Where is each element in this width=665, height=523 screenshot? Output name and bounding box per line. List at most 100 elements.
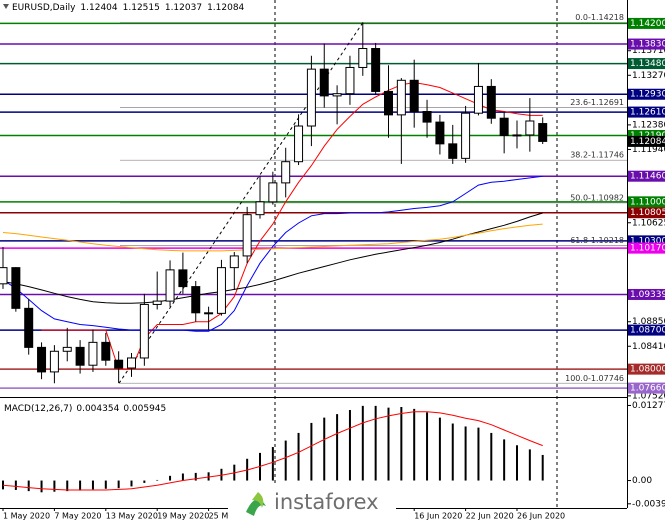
chart-header: EURUSD,Daily 1.12404 1.12515 1.12037 1.12084	[12, 3, 245, 13]
y-tick-label: 1.07520	[632, 391, 665, 401]
level-box	[628, 38, 665, 50]
candle-body	[384, 90, 393, 116]
fib-label: 50.0-1.10982	[570, 193, 624, 202]
fib-label: 23.6-1.12691	[570, 98, 624, 107]
level-label: 1.09339	[630, 290, 665, 300]
signal-line	[2, 411, 543, 491]
level-label: 1.11460	[630, 172, 665, 182]
candle-body	[499, 117, 509, 136]
macd-header: MACD(12,26,7) 0.004354 0.005945	[4, 404, 166, 414]
level-box	[628, 106, 665, 118]
candle-body	[114, 359, 124, 369]
signal-value: 0.005945	[123, 404, 166, 414]
header-low: 1.12037	[165, 3, 202, 13]
x-tick-label: 13 May 2020	[106, 512, 158, 521]
candle-body	[101, 341, 111, 361]
level-box	[628, 324, 665, 336]
level-box	[628, 207, 665, 219]
candle-body	[281, 161, 291, 184]
level-label: 1.08000	[630, 365, 665, 375]
candle-body	[358, 48, 368, 68]
candle-body	[409, 79, 419, 113]
y-tick-label: 1.13270	[632, 71, 665, 81]
y-tick-label: 1.08410	[632, 342, 665, 352]
candle-body	[0, 267, 8, 285]
candle-body	[11, 267, 21, 309]
candle-body	[62, 346, 72, 352]
level-label: 1.13480	[630, 59, 665, 69]
y-tick-label: 1.12380	[632, 120, 665, 130]
x-tick-label: 22 Jun 2020	[466, 512, 514, 521]
candle-body	[371, 48, 381, 92]
y-tick-label: -0.003956	[632, 499, 665, 509]
level-label: 1.14200	[630, 19, 665, 29]
x-tick-label: 7 May 2020	[54, 512, 101, 521]
candle-body	[473, 85, 483, 114]
level-label: 1.08700	[630, 326, 665, 336]
level-label: 1.13830	[630, 40, 665, 50]
y-tick-label: 1.10625	[632, 218, 665, 228]
fib-label: 38.2-1.11746	[570, 151, 624, 160]
candle-body	[486, 85, 496, 119]
price-box	[628, 135, 665, 147]
candle-body	[229, 255, 239, 269]
candle-body	[191, 286, 201, 314]
candle-body	[396, 79, 406, 116]
indicator-line	[2, 223, 543, 252]
level-label: 1.12930	[630, 90, 665, 100]
macd-value: 0.004354	[76, 404, 119, 414]
candle-body	[216, 267, 226, 314]
candle-body	[255, 201, 265, 216]
candle-body	[345, 66, 355, 95]
candle-body	[332, 93, 342, 97]
level-box	[628, 129, 665, 141]
candle-body	[538, 123, 548, 142]
candle-body	[127, 357, 136, 369]
x-tick-label: 1 May 2020	[3, 512, 50, 521]
logo-box	[228, 484, 396, 523]
header-high: 1.12515	[123, 3, 160, 13]
candle-body	[204, 312, 214, 315]
level-box	[628, 288, 665, 300]
x-tick-label: 19 May 2020	[157, 512, 209, 521]
level-box	[628, 382, 665, 394]
candle-body	[178, 269, 188, 288]
candle-body	[88, 341, 98, 366]
candle-body	[525, 120, 535, 136]
x-tick-label: 16 Jun 2020	[414, 512, 462, 521]
indicator-line	[2, 212, 543, 304]
candle-body	[461, 112, 471, 159]
level-box	[628, 170, 665, 182]
fib-label: 0.0-1.14218	[575, 13, 624, 22]
x-tick-label: 26 Jun 2020	[517, 512, 565, 521]
candle-body	[268, 182, 278, 203]
y-tick-label: 1.13710	[632, 46, 665, 56]
y-tick-label: 0.012773	[632, 401, 665, 411]
candle-body	[49, 350, 59, 373]
fib-label: 100.0-1.07746	[565, 374, 624, 383]
header-close: 1.12084	[207, 3, 244, 13]
candle-body	[435, 121, 445, 145]
candle-body	[422, 111, 432, 123]
level-label: 1.10805	[630, 208, 665, 218]
level-label: 1.11000	[630, 197, 665, 207]
header-icon	[3, 4, 9, 9]
fib-label: 61.8-1.10218	[570, 236, 624, 245]
level-box	[628, 235, 665, 247]
candle-body	[306, 68, 316, 127]
level-label: 1.12610	[630, 108, 665, 118]
level-box	[628, 88, 665, 100]
level-label: 1.10170	[630, 244, 665, 254]
logo: instaforex	[228, 484, 396, 523]
level-box	[628, 363, 665, 375]
chart-title: EURUSD,Daily	[12, 3, 76, 13]
fib-trendline	[118, 22, 364, 384]
y-tick-label: 0.00	[632, 476, 652, 486]
main-panel: 0.0-1.14218 23.6-1.12691 38.2-1.11746 50.0-…	[0, 13, 627, 493]
level-box	[628, 196, 665, 208]
y-tick-label: 1.11940	[632, 145, 665, 155]
price-label: 1.12084	[630, 137, 665, 147]
